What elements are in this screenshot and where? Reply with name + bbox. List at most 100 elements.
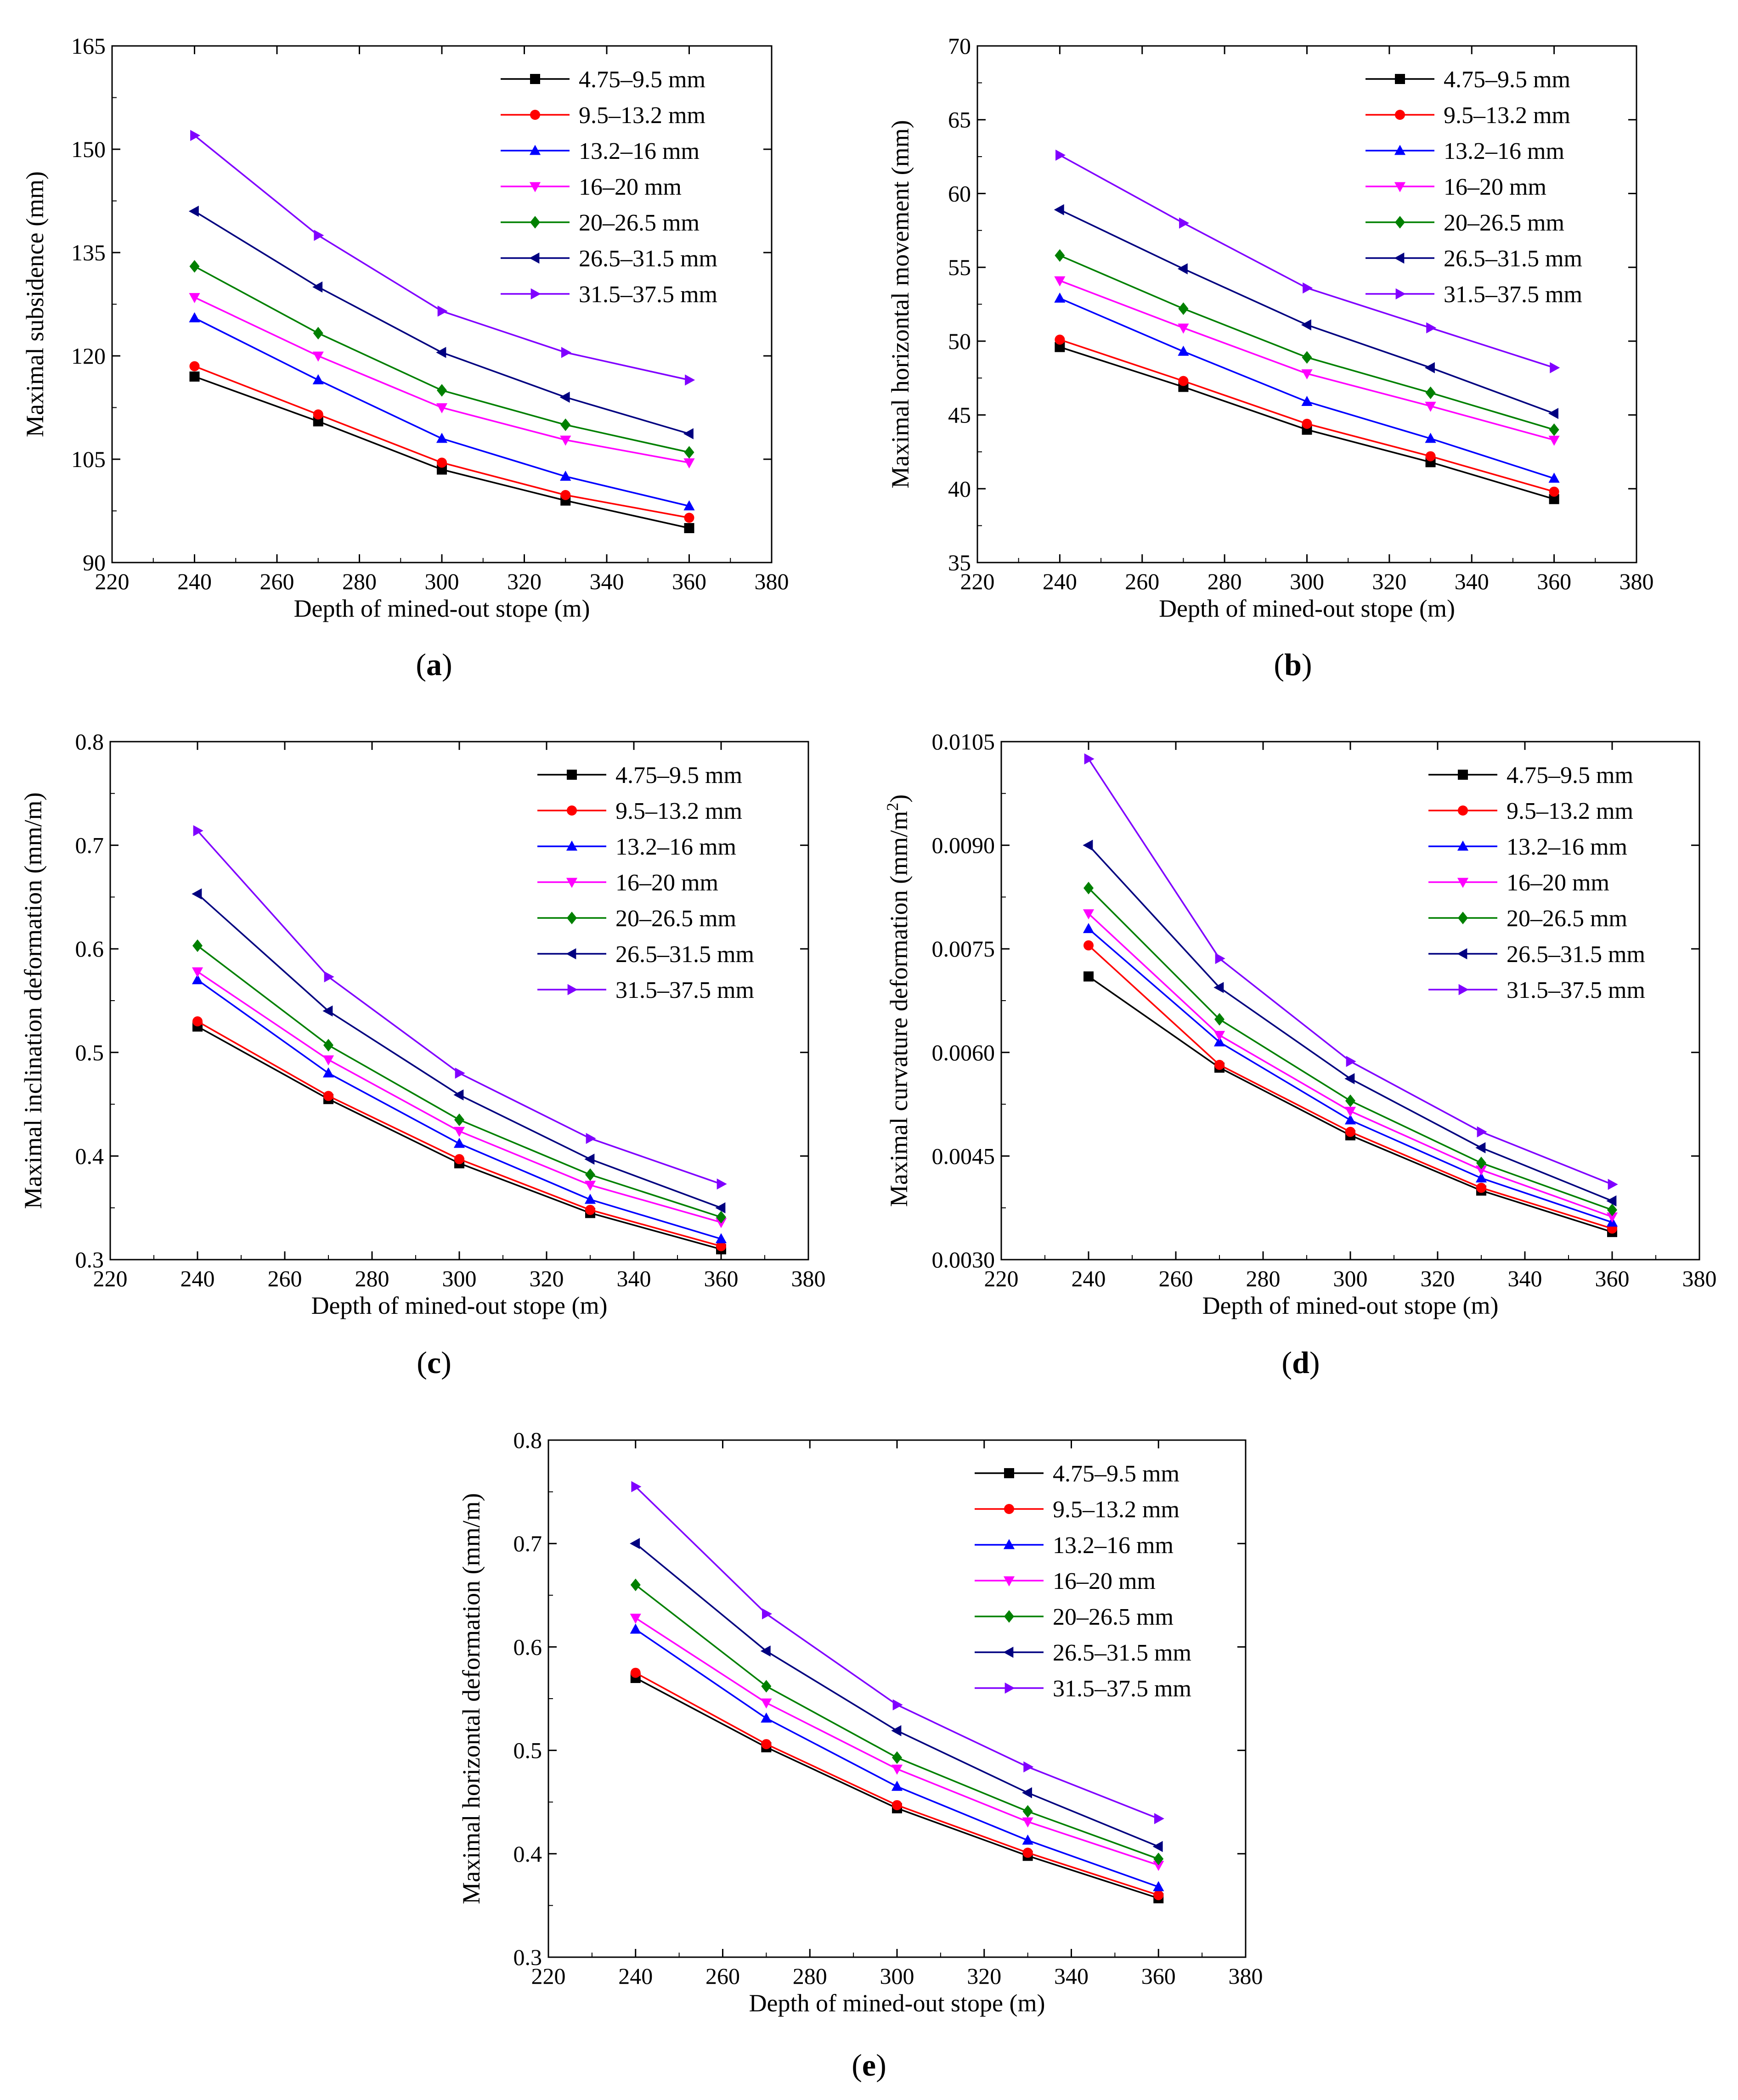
x-tick-label: 360 xyxy=(1595,1266,1630,1291)
data-point xyxy=(715,1202,726,1214)
legend-label: 26.5–31.5 mm xyxy=(615,941,754,968)
chart-panel-a: 220 240 260 280 300 320 340 360 380 90 105 120 135 15… xyxy=(21,33,789,682)
chart-panel-e: 220 240 260 280 300 320 340 360 380 0.3 0.4 0.5 0.6 0… xyxy=(457,1427,1263,2083)
data-point xyxy=(1214,1013,1224,1026)
legend-marker xyxy=(1457,948,1467,960)
x-axis-label: Depth of mined-out stope (m) xyxy=(1159,595,1455,622)
series-line xyxy=(194,376,689,529)
data-point xyxy=(1548,408,1558,419)
data-point xyxy=(1426,322,1437,334)
x-tick-label: 380 xyxy=(1682,1266,1717,1291)
data-point xyxy=(189,260,200,273)
data-point xyxy=(585,1168,595,1181)
legend-label: 9.5–13.2 mm xyxy=(579,102,705,129)
legend-marker xyxy=(1458,805,1468,816)
data-point xyxy=(323,1091,333,1101)
data-point xyxy=(1054,204,1064,215)
data-point xyxy=(1083,923,1095,933)
data-point xyxy=(586,1132,596,1144)
data-point xyxy=(1083,909,1095,920)
legend-marker xyxy=(529,252,540,264)
x-tick-label: 320 xyxy=(507,569,542,594)
data-point xyxy=(436,403,448,414)
data-point xyxy=(192,974,203,985)
chart-panel-d: 220 240 260 280 300 320 340 360 380 0.0030 0.0045 0… xyxy=(883,729,1717,1380)
legend-marker xyxy=(1457,840,1469,851)
x-axis-label: Depth of mined-out stope (m) xyxy=(294,595,590,622)
data-point xyxy=(1549,494,1559,504)
data-point xyxy=(1302,351,1312,364)
data-point xyxy=(762,1608,773,1620)
data-point xyxy=(1346,1056,1356,1067)
legend-label: 16–20 mm xyxy=(579,174,682,200)
y-tick-label: 0.0045 xyxy=(932,1143,995,1169)
y-axis-label: Maximal curvature deformation (mm/m2) xyxy=(883,794,913,1207)
data-point xyxy=(1344,1114,1356,1125)
data-point xyxy=(192,888,202,900)
data-point xyxy=(324,971,334,983)
data-point xyxy=(1425,451,1436,462)
data-point xyxy=(1084,753,1095,765)
data-point xyxy=(188,205,199,217)
data-point xyxy=(1345,1094,1355,1107)
legend-label: 31.5–37.5 mm xyxy=(1053,1676,1191,1702)
data-point xyxy=(684,446,694,459)
legend-label: 26.5–31.5 mm xyxy=(1507,941,1645,968)
data-point xyxy=(1550,362,1560,373)
x-tick-label: 240 xyxy=(1043,569,1077,594)
data-point xyxy=(192,1016,203,1027)
data-point xyxy=(1301,369,1313,380)
x-tick-label: 240 xyxy=(177,569,212,594)
legend-label: 31.5–37.5 mm xyxy=(1507,977,1645,1003)
legend-label: 20–26.5 mm xyxy=(1053,1604,1174,1630)
series-line xyxy=(1088,887,1613,1211)
legend-marker xyxy=(1458,984,1469,996)
data-point xyxy=(193,825,203,837)
data-point xyxy=(453,1137,465,1148)
data-point xyxy=(1178,302,1189,315)
x-tick-label: 240 xyxy=(618,1963,653,1989)
legend-marker xyxy=(1458,912,1468,924)
y-tick-label: 0.0030 xyxy=(932,1247,995,1272)
data-point xyxy=(584,1181,596,1191)
data-point xyxy=(683,428,694,439)
data-point xyxy=(892,1699,903,1711)
x-tick-label: 300 xyxy=(442,1266,477,1291)
x-tick-label: 340 xyxy=(1455,569,1489,594)
data-point xyxy=(192,967,203,978)
legend-label: 26.5–31.5 mm xyxy=(579,246,717,272)
legend-marker xyxy=(529,182,541,192)
data-point xyxy=(1021,1787,1032,1799)
y-tick-label: 45 xyxy=(948,402,971,428)
data-point xyxy=(716,1210,726,1224)
data-point xyxy=(312,351,324,362)
x-tick-label: 320 xyxy=(967,1963,1001,1989)
data-point xyxy=(1214,1059,1224,1070)
legend-label: 13.2–16 mm xyxy=(615,834,736,860)
legend-marker xyxy=(1395,110,1405,120)
data-point xyxy=(1302,418,1312,429)
data-point xyxy=(716,1241,726,1251)
data-point xyxy=(1083,940,1094,951)
data-point xyxy=(1178,376,1189,386)
data-point xyxy=(1022,1805,1033,1818)
data-point xyxy=(189,361,200,372)
y-axis-label: Maximal inclination deformation (mm/m) xyxy=(19,792,47,1209)
data-point xyxy=(892,1800,902,1810)
legend-marker xyxy=(1004,1682,1015,1694)
data-point xyxy=(760,1645,771,1657)
legend-marker xyxy=(566,948,576,960)
y-tick-label: 0.6 xyxy=(75,936,104,962)
legend-label: 31.5–37.5 mm xyxy=(615,977,754,1003)
x-tick-label: 300 xyxy=(1333,1266,1368,1291)
x-tick-label: 340 xyxy=(617,1266,651,1291)
data-point xyxy=(1152,1841,1163,1852)
y-tick-label: 0.7 xyxy=(514,1531,542,1556)
data-point xyxy=(313,409,323,420)
y-tick-label: 0.4 xyxy=(514,1841,542,1867)
y-axis-label: Maximal subsidence (mm) xyxy=(21,171,49,437)
legend-label: 4.75–9.5 mm xyxy=(579,67,705,93)
x-tick-label: 280 xyxy=(355,1266,389,1291)
data-point xyxy=(1083,882,1094,895)
data-point xyxy=(1023,1761,1034,1773)
